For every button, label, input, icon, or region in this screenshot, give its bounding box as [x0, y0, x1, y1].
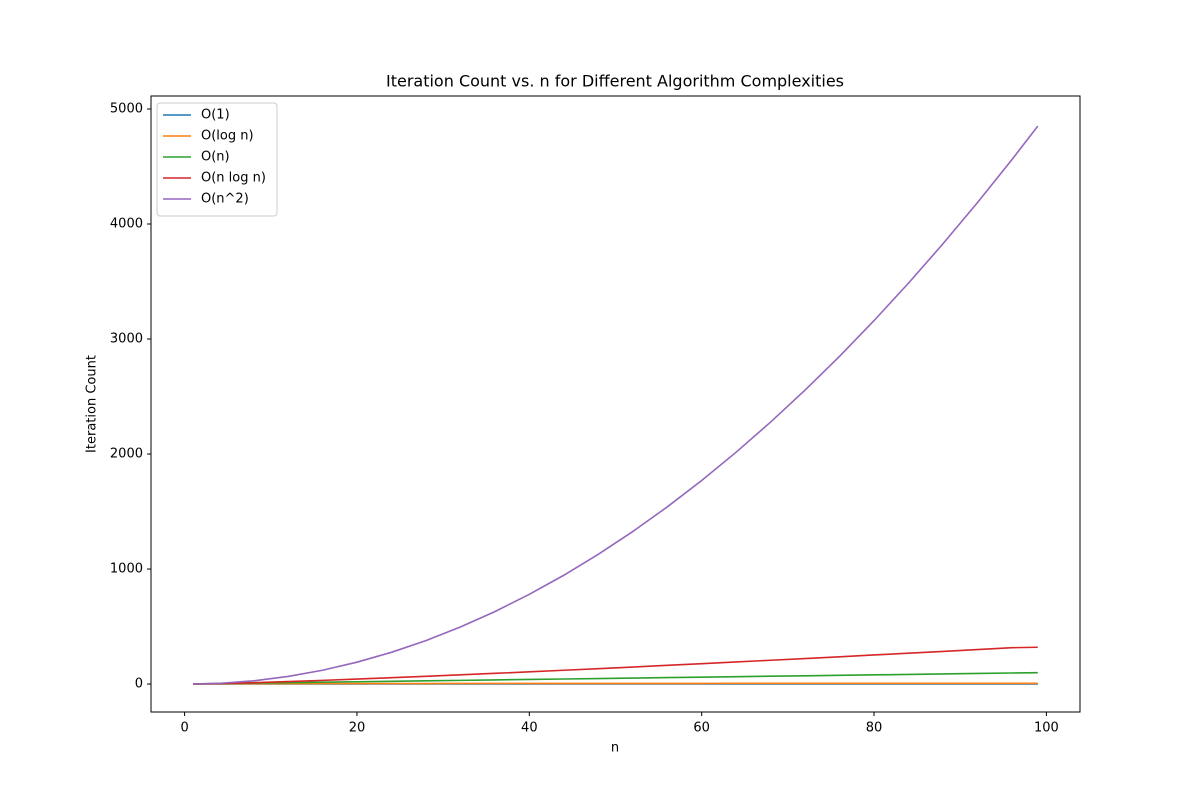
series-line	[193, 125, 1039, 685]
x-tick-label: 20	[349, 721, 366, 736]
x-axis-label: n	[611, 741, 619, 756]
x-tick-label: 100	[1034, 721, 1059, 736]
y-tick-label: 5000	[110, 101, 143, 116]
y-tick-label: 3000	[110, 332, 143, 347]
legend-label: O(n^2)	[201, 192, 249, 207]
y-tick-label: 4000	[110, 217, 143, 232]
legend-label: O(n)	[201, 150, 230, 165]
legend-box	[156, 102, 278, 217]
x-tick-label: 0	[180, 721, 188, 736]
y-tick-label: 2000	[110, 447, 143, 462]
y-tick-label: 1000	[110, 562, 143, 577]
legend-label: O(log n)	[201, 129, 254, 144]
series-line	[193, 646, 1038, 685]
y-tick-label: 0	[135, 677, 143, 692]
x-tick-label: 40	[521, 721, 538, 736]
x-tick-label: 60	[693, 721, 710, 736]
plot-frame	[150, 95, 1081, 713]
legend-label: O(1)	[201, 108, 230, 123]
legend-label: O(n log n)	[201, 171, 266, 186]
series-line	[193, 671, 1038, 685]
chart-title: Iteration Count vs. n for Different Algo…	[386, 72, 844, 91]
y-axis-label: Iteration Count	[85, 355, 100, 453]
series-line	[193, 682, 1038, 685]
x-tick-label: 80	[866, 721, 883, 736]
